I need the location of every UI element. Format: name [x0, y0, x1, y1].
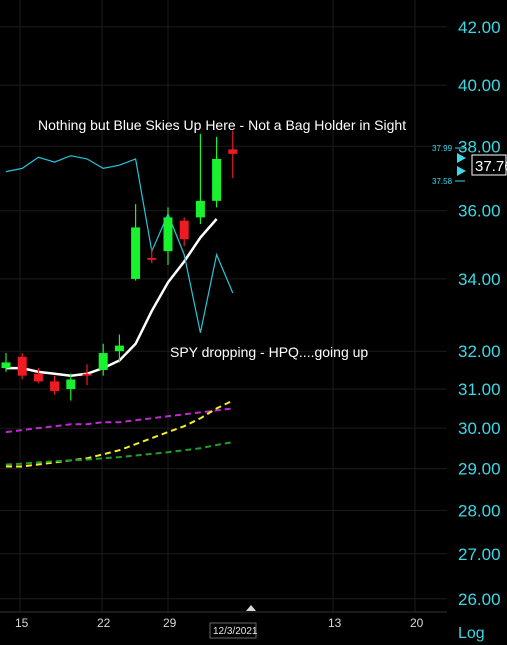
candle [98, 343, 108, 376]
y-tick-label: 40.00 [458, 76, 501, 95]
last-price-box: 37.76 [471, 154, 507, 176]
candle-body [147, 258, 157, 260]
y-tick-label: 28.00 [458, 501, 501, 520]
x-tick-label: 15 [15, 616, 29, 630]
candle [66, 373, 76, 401]
y-tick-label: 31.00 [458, 380, 501, 399]
candle-body [163, 217, 173, 252]
cursor-date: 12/3/2021 [213, 626, 258, 637]
candle-body [131, 227, 141, 279]
annotation-middle: SPY dropping - HPQ....going up [170, 344, 368, 360]
candle [195, 133, 205, 225]
candle-body [179, 220, 189, 240]
candle [17, 353, 27, 380]
price-marker-icon [457, 166, 466, 176]
candle-body [212, 158, 222, 201]
moving-average-line [6, 218, 218, 377]
candle-body [1, 362, 11, 369]
annotation-top: Nothing but Blue Skies Up Here - Not a B… [38, 117, 406, 133]
cursor-arrow-icon [246, 605, 256, 611]
y-tick-label: 38.00 [458, 137, 501, 156]
cursor-date-box: 12/3/2021 [209, 605, 258, 639]
dashed-ma-green [5, 441, 233, 466]
series-lines [5, 155, 234, 468]
y-tick-label: 42.00 [458, 18, 501, 37]
candle-body [195, 200, 205, 218]
candle-body [66, 379, 76, 390]
y-axis[interactable]: 42.00 40.00 38.00 36.00 34.00 32.00 31.00 30.00… [458, 18, 501, 609]
x-tick-label: 20 [410, 616, 424, 630]
last-price: 37.76 [475, 158, 507, 175]
candle [147, 247, 157, 264]
grid-lines [0, 0, 447, 612]
candle [163, 207, 173, 265]
dashed-ma-yellow [6, 399, 234, 468]
candle [228, 130, 238, 179]
x-axis[interactable]: 15 22 29 13 20 [0, 611, 447, 630]
band-label-lower: 37.58 [432, 177, 453, 186]
candle-body [33, 373, 43, 382]
candle-body [98, 353, 108, 370]
y-tick-label: 26.00 [458, 590, 501, 609]
x-tick-label: 13 [328, 616, 342, 630]
candle-body [17, 356, 27, 376]
candle [82, 364, 92, 386]
y-tick-label: 34.00 [458, 270, 501, 289]
y-tick-label: 30.00 [458, 419, 501, 438]
band-label-upper: 37.99 [432, 144, 453, 153]
y-tick-label: 29.00 [458, 460, 501, 479]
y-tick-label: 32.00 [458, 342, 501, 361]
candle [179, 217, 189, 247]
y-tick-label: 27.00 [458, 545, 501, 564]
band-line [5, 155, 234, 333]
candles [1, 130, 238, 401]
candle [1, 353, 11, 372]
candle-body [114, 345, 124, 352]
candle-body [50, 381, 60, 391]
y-tick-label: 36.00 [458, 202, 501, 221]
x-tick-label: 22 [97, 616, 111, 630]
candle [50, 375, 60, 395]
log-scale-toggle[interactable]: Log [458, 625, 485, 642]
candle-body [228, 149, 238, 154]
dashed-ma-magenta [5, 407, 233, 434]
candle-body [82, 373, 92, 376]
price-marker-icon [457, 153, 466, 163]
candle [212, 136, 222, 208]
candle [131, 204, 141, 281]
candle [33, 368, 43, 384]
candle [114, 334, 124, 363]
x-tick-label: 29 [163, 616, 177, 630]
